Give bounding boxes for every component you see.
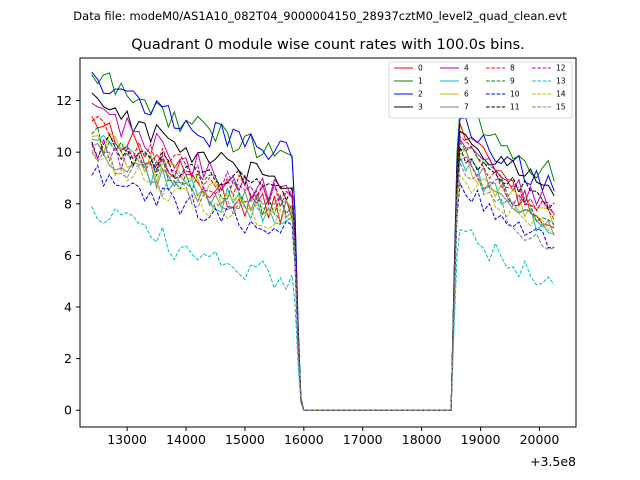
y-tick-label: 8 — [64, 196, 72, 211]
x-offset-label: +3.5e8 — [530, 454, 576, 469]
legend-label-10: 10 — [510, 90, 520, 99]
y-tick-label: 2 — [64, 351, 72, 366]
legend-label-1: 1 — [418, 77, 423, 86]
suptitle: Data file: modeM0/AS1A10_082T04_90000041… — [73, 9, 567, 23]
legend-label-2: 2 — [418, 90, 423, 99]
x-tick-label: 16000 — [284, 432, 324, 447]
legend-label-3: 3 — [418, 103, 423, 112]
series-line-15 — [91, 151, 555, 411]
plot-background — [80, 58, 576, 427]
y-tick-label: 10 — [56, 145, 72, 160]
legend-label-15: 15 — [556, 103, 566, 112]
series-line-9 — [91, 125, 555, 411]
legend-frame — [388, 61, 573, 119]
x-tick-label: 14000 — [166, 432, 206, 447]
legend-label-4: 4 — [464, 64, 469, 73]
y-axis: 0 2 4 6 8 10 12 — [56, 93, 80, 418]
y-tick-label: 6 — [64, 248, 72, 263]
legend-label-11: 11 — [510, 103, 520, 112]
x-tick-label: 17000 — [343, 432, 383, 447]
legend-label-7: 7 — [464, 103, 469, 112]
y-tick-label: 0 — [64, 403, 72, 418]
legend-label-13: 13 — [556, 77, 566, 86]
legend-label-12: 12 — [556, 64, 566, 73]
legend-label-6: 6 — [464, 90, 469, 99]
chart-title: Quadrant 0 module wise count rates with … — [131, 37, 525, 53]
x-axis: 13000 14000 15000 16000 17000 18000 19000 20000 — [107, 427, 559, 447]
legend-label-0: 0 — [418, 64, 423, 73]
x-tick-label: 19000 — [461, 432, 501, 447]
legend-label-8: 8 — [510, 64, 515, 73]
legend-label-5: 5 — [464, 77, 469, 86]
legend-label-14: 14 — [556, 90, 566, 99]
x-tick-label: 20000 — [520, 432, 560, 447]
y-tick-label: 4 — [64, 300, 72, 315]
y-tick-label: 12 — [56, 93, 72, 108]
x-tick-label: 18000 — [402, 432, 442, 447]
x-tick-label: 13000 — [107, 432, 147, 447]
axes-frame — [79, 57, 577, 428]
series-group — [91, 71, 555, 411]
plot-area — [79, 57, 577, 428]
x-tick-label: 15000 — [225, 432, 265, 447]
legend-label-9: 9 — [510, 77, 515, 86]
